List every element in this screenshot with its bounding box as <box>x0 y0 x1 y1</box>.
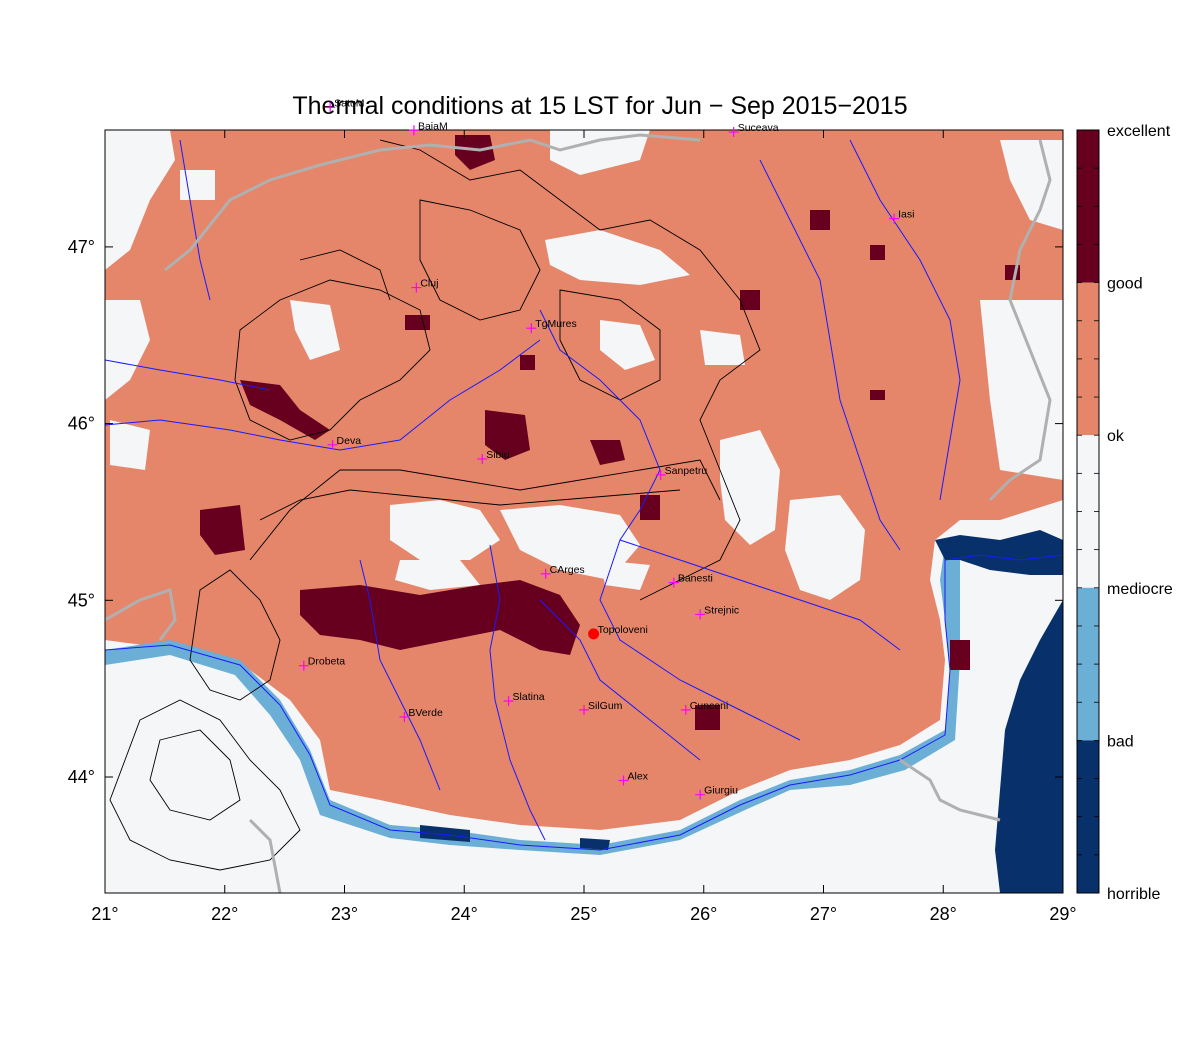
city-label: Strejnic <box>704 604 739 616</box>
city-label: Sanpetru <box>665 465 708 477</box>
city-label: BVerde <box>408 707 443 719</box>
rivers <box>105 139 1063 851</box>
city-label: Slatina <box>513 691 545 703</box>
city-label: CArges <box>550 564 585 576</box>
horrible-zone-delta <box>935 530 1063 575</box>
city-drobeta: Drobeta <box>298 656 346 671</box>
lon-tick-label: 29° <box>1049 904 1076 924</box>
legend-label-bad: bad <box>1107 733 1134 750</box>
city-label: Alex <box>628 771 649 783</box>
city-baiam: BaiaM <box>408 120 448 136</box>
city-sanpetru: Sanpetru <box>655 465 708 480</box>
city-satum: SatuM <box>325 97 364 113</box>
city-label: Suceava <box>738 122 779 134</box>
city-carges: CArges <box>540 564 585 579</box>
legend-label-excellent: excellent <box>1107 123 1171 140</box>
lon-tick-label: 26° <box>690 904 717 924</box>
city-silgum: SilGum <box>579 700 623 715</box>
legend-swatch <box>1077 435 1099 588</box>
city-strejnic: Strejnic <box>695 604 739 620</box>
longitude-axis: 21° 22° 23° 24° 25° 26° 27° 28° 29° <box>91 130 1077 924</box>
legend-swatch <box>1077 282 1099 436</box>
horrible-zone-blacksea <box>995 600 1063 893</box>
legend-label-ok: ok <box>1107 428 1125 445</box>
city-alex: Alex <box>618 771 649 786</box>
city-slatina: Slatina <box>503 691 545 707</box>
city-bverde: BVerde <box>399 707 443 722</box>
city-tgmures: TgMures <box>526 318 577 334</box>
legend-label-good: good <box>1107 276 1143 293</box>
legend-swatch <box>1077 587 1099 741</box>
city-marker-icon <box>540 568 551 579</box>
city-label: Cunceni <box>690 700 729 712</box>
lat-tick-label: 45° <box>68 590 95 610</box>
lon-tick-label: 21° <box>91 904 118 924</box>
city-marker-icon <box>411 282 422 293</box>
city-marker-icon <box>503 696 514 707</box>
legend-label-horrible: horrible <box>1107 886 1160 903</box>
lon-tick-label: 25° <box>570 904 597 924</box>
city-label: TgMures <box>535 318 576 330</box>
city-marker-icon <box>325 102 336 113</box>
city-marker-icon <box>399 711 410 722</box>
country-borders <box>105 133 1052 893</box>
city-label: Topoloveni <box>598 624 648 636</box>
city-label: SilGum <box>588 700 623 712</box>
city-suceava: Suceava <box>728 122 779 138</box>
legend-swatch <box>1077 740 1099 893</box>
lon-tick-label: 23° <box>331 904 358 924</box>
legend-colorbar: excellent good ok mediocre bad horrible <box>1076 123 1173 903</box>
lon-tick-label: 22° <box>211 904 238 924</box>
city-marker-icon <box>526 323 537 334</box>
city-marker-icon <box>680 704 691 715</box>
city-marker-icon <box>618 775 629 786</box>
horrible-zone-danube-spots <box>420 825 610 850</box>
lat-tick-label: 47° <box>68 237 95 257</box>
city-marker-icon <box>728 127 739 138</box>
city-banesti: Banesti <box>668 573 713 588</box>
lat-tick-label: 44° <box>68 767 95 787</box>
city-cunceni: Cunceni <box>680 700 729 715</box>
city-giurgiu: Giurgiu <box>695 785 738 800</box>
map-plot-area <box>105 130 1063 893</box>
city-label: Sibiu <box>486 449 510 461</box>
city-label: BaiaM <box>418 120 448 132</box>
elevation-contours <box>109 139 761 871</box>
city-label: Giurgiu <box>704 785 738 797</box>
city-deva: Deva <box>327 435 362 450</box>
city-marker-icon <box>695 789 706 800</box>
city-marker-icon <box>579 704 589 715</box>
city-label: Cluj <box>420 278 438 290</box>
city-iasi: Iasi <box>889 209 914 224</box>
legend-label-mediocre: mediocre <box>1107 581 1173 598</box>
lon-tick-label: 24° <box>451 904 478 924</box>
city-markers: SatuM BaiaM Suceava Iasi Cluj TgMures Deva Sibi… <box>298 97 914 800</box>
city-marker-icon <box>889 213 900 224</box>
city-sibiu: Sibiu <box>477 449 510 464</box>
city-marker-icon <box>695 609 706 620</box>
city-label: Iasi <box>898 209 914 221</box>
city-marker-icon <box>408 125 419 136</box>
city-topoloveni: Topoloveni <box>588 624 648 640</box>
city-marker-icon <box>655 469 666 480</box>
lon-tick-label: 28° <box>930 904 957 924</box>
city-cluj: Cluj <box>411 278 438 293</box>
city-marker-icon <box>477 453 488 464</box>
city-marker-icon <box>668 577 679 588</box>
city-marker-icon <box>327 439 338 450</box>
city-label: Banesti <box>678 573 713 585</box>
city-label: Deva <box>337 435 362 447</box>
legend-swatch <box>1077 130 1099 283</box>
map-title: Thermal conditions at 15 LST for Jun − S… <box>292 92 908 120</box>
latitude-axis: 44° 45° 46° 47° <box>68 237 1063 787</box>
city-marker-icon <box>298 660 309 671</box>
ok-zones <box>105 130 1063 893</box>
highlight-marker-icon <box>588 628 600 640</box>
city-label: SatuM <box>334 97 364 109</box>
lat-tick-label: 46° <box>68 414 95 434</box>
lon-tick-label: 27° <box>810 904 837 924</box>
city-label: Drobeta <box>308 656 346 668</box>
